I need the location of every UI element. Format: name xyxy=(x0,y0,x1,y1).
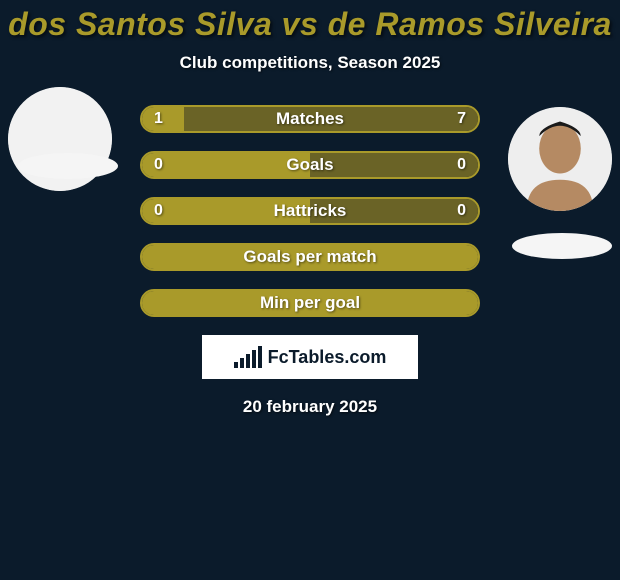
comparison-row: Min per goal xyxy=(140,289,480,317)
row-label: Hattricks xyxy=(274,201,347,221)
row-value-right: 0 xyxy=(457,202,466,220)
player-right-flag xyxy=(512,233,612,259)
comparison-row: 1 Matches 7 xyxy=(140,105,480,133)
branding: FcTables.com xyxy=(202,335,418,379)
branding-text: FcTables.com xyxy=(268,347,387,368)
row-label: Goals xyxy=(286,155,333,175)
comparison-row: Goals per match xyxy=(140,243,480,271)
comparison-stage: 1 Matches 7 0 Goals 0 0 Hattricks 0 xyxy=(0,105,620,417)
row-label: Min per goal xyxy=(260,293,360,313)
row-fill-left xyxy=(142,107,184,131)
row-fill-left xyxy=(142,153,310,177)
row-fill-right xyxy=(310,153,478,177)
row-value-left: 0 xyxy=(154,202,163,220)
comparison-row: 0 Goals 0 xyxy=(140,151,480,179)
comparison-row: 0 Hattricks 0 xyxy=(140,197,480,225)
footer-date: 20 february 2025 xyxy=(0,397,620,417)
person-icon xyxy=(508,107,612,211)
row-value-right: 0 xyxy=(457,156,466,174)
row-value-left: 1 xyxy=(154,110,163,128)
row-value-left: 0 xyxy=(154,156,163,174)
row-value-right: 7 xyxy=(457,110,466,128)
row-label: Goals per match xyxy=(243,247,376,267)
branding-bars-icon xyxy=(234,346,262,368)
player-right-avatar xyxy=(508,107,612,211)
comparison-rows: 1 Matches 7 0 Goals 0 0 Hattricks 0 xyxy=(140,105,480,317)
page-title: dos Santos Silva vs de Ramos Silveira xyxy=(0,0,620,43)
page-subtitle: Club competitions, Season 2025 xyxy=(0,53,620,73)
row-label: Matches xyxy=(276,109,344,129)
player-left-flag xyxy=(18,153,118,179)
content: dos Santos Silva vs de Ramos Silveira Cl… xyxy=(0,0,620,417)
